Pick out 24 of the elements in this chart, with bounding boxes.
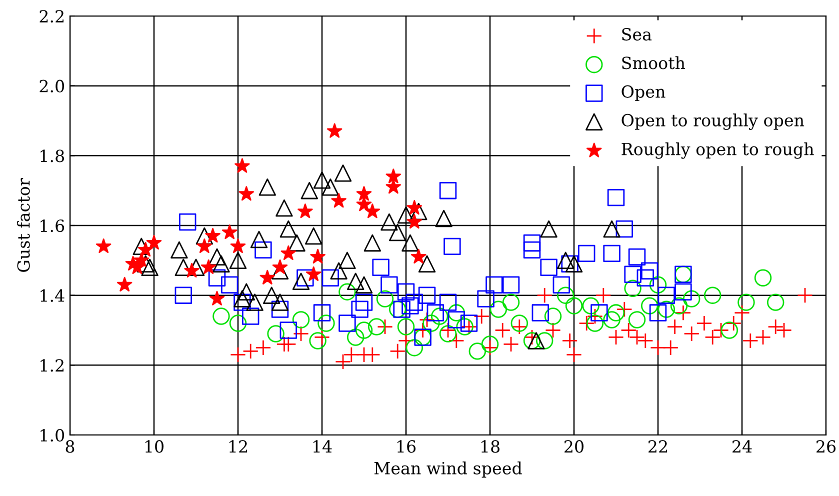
x-axis-title: Mean wind speed (374, 462, 522, 478)
x-tick-label: 8 (66, 440, 74, 453)
y-tick-label: 1.6 (40, 219, 64, 232)
y-tick-label: 1.8 (40, 150, 64, 162)
legend-label: Sea (622, 28, 652, 41)
legend-label: Smooth (622, 56, 686, 70)
y-tick-label: 2.2 (40, 10, 64, 23)
y-axis-title: Gust factor (16, 178, 30, 272)
y-tick-label: 1.4 (40, 289, 64, 302)
x-tick-label: 10 (145, 440, 164, 453)
legend-label: Roughly open to rough (622, 142, 814, 159)
y-tick-label: 1.0 (40, 428, 64, 442)
legend-label: Open (622, 85, 666, 102)
x-tick-label: 14 (313, 440, 332, 453)
y-tick-label: 2.0 (40, 80, 64, 92)
y-tick-label: 1.2 (40, 359, 64, 372)
x-tick-label: 18 (481, 440, 500, 453)
x-tick-label: 22 (648, 440, 667, 453)
x-tick-label: 16 (397, 440, 416, 453)
legend-label: Open to roughly open (622, 114, 804, 130)
x-tick-label: 20 (564, 440, 584, 453)
x-tick-label: 24 (732, 440, 752, 453)
x-tick-label: 12 (229, 440, 247, 453)
x-tick-label: 26 (816, 440, 836, 453)
